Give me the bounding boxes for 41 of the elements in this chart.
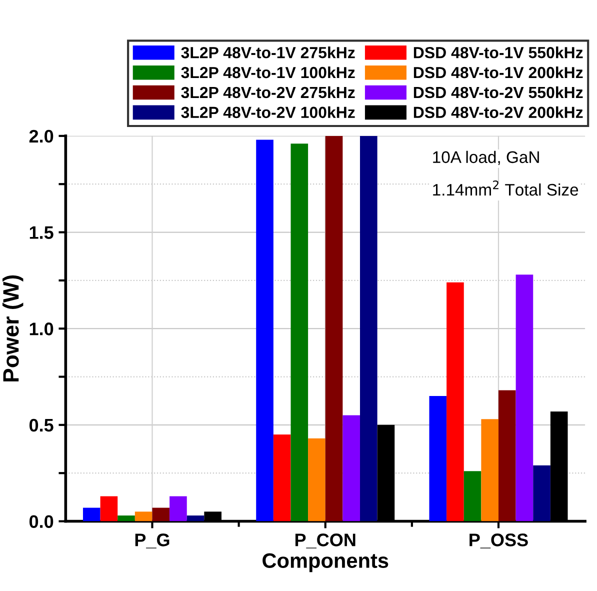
bar (429, 396, 447, 522)
bar (256, 140, 274, 522)
bar (273, 434, 291, 522)
legend-label: 3L2P 48V-to-2V 100kHz (181, 106, 355, 118)
bar (360, 136, 378, 522)
legend-label: 3L2P 48V-to-1V 100kHz (181, 66, 355, 78)
y-tick-label: 0.0 (29, 515, 54, 528)
x-tick-label: P_CON (295, 534, 356, 548)
bar (498, 390, 516, 522)
bar (533, 465, 550, 522)
x-tick-label: P_OSS (470, 534, 528, 548)
bar (516, 274, 534, 522)
bar (342, 415, 360, 522)
bar (325, 136, 343, 522)
bar (100, 496, 118, 522)
bar (464, 471, 482, 522)
bar (308, 438, 326, 522)
x-tick-label: P_G (135, 534, 170, 548)
annotation: 10A load, GaN (433, 150, 539, 166)
legend-label: DSD 48V-to-1V 550kHz (414, 46, 583, 58)
bar (446, 282, 464, 522)
bar (82, 508, 100, 522)
legend-label: 3L2P 48V-to-2V 275kHz (181, 86, 355, 98)
x-axis-title: Components (262, 553, 388, 572)
legend-label: DSD 48V-to-1V 200kHz (414, 66, 583, 78)
legend-label: DSD 48V-to-2V 200kHz (414, 106, 583, 118)
y-axis-title: Power (W) (2, 275, 24, 382)
legend-label: 3L2P 48V-to-1V 275kHz (181, 46, 355, 58)
y-tick-label: 2.0 (29, 130, 54, 143)
y-tick-label: 1.5 (30, 226, 54, 239)
legend-label: DSD 48V-to-2V 550kHz (414, 86, 583, 98)
bar (481, 419, 498, 522)
y-tick-label: 1.0 (30, 322, 54, 336)
bar (290, 144, 308, 522)
bar (170, 496, 187, 522)
bar (118, 515, 135, 522)
bar (134, 512, 152, 522)
y-tick-label: 0.5 (29, 418, 54, 432)
bar (186, 515, 204, 522)
annotation: 1.14mm$^{2}$ Total Size (433, 180, 578, 196)
bar (152, 508, 170, 522)
